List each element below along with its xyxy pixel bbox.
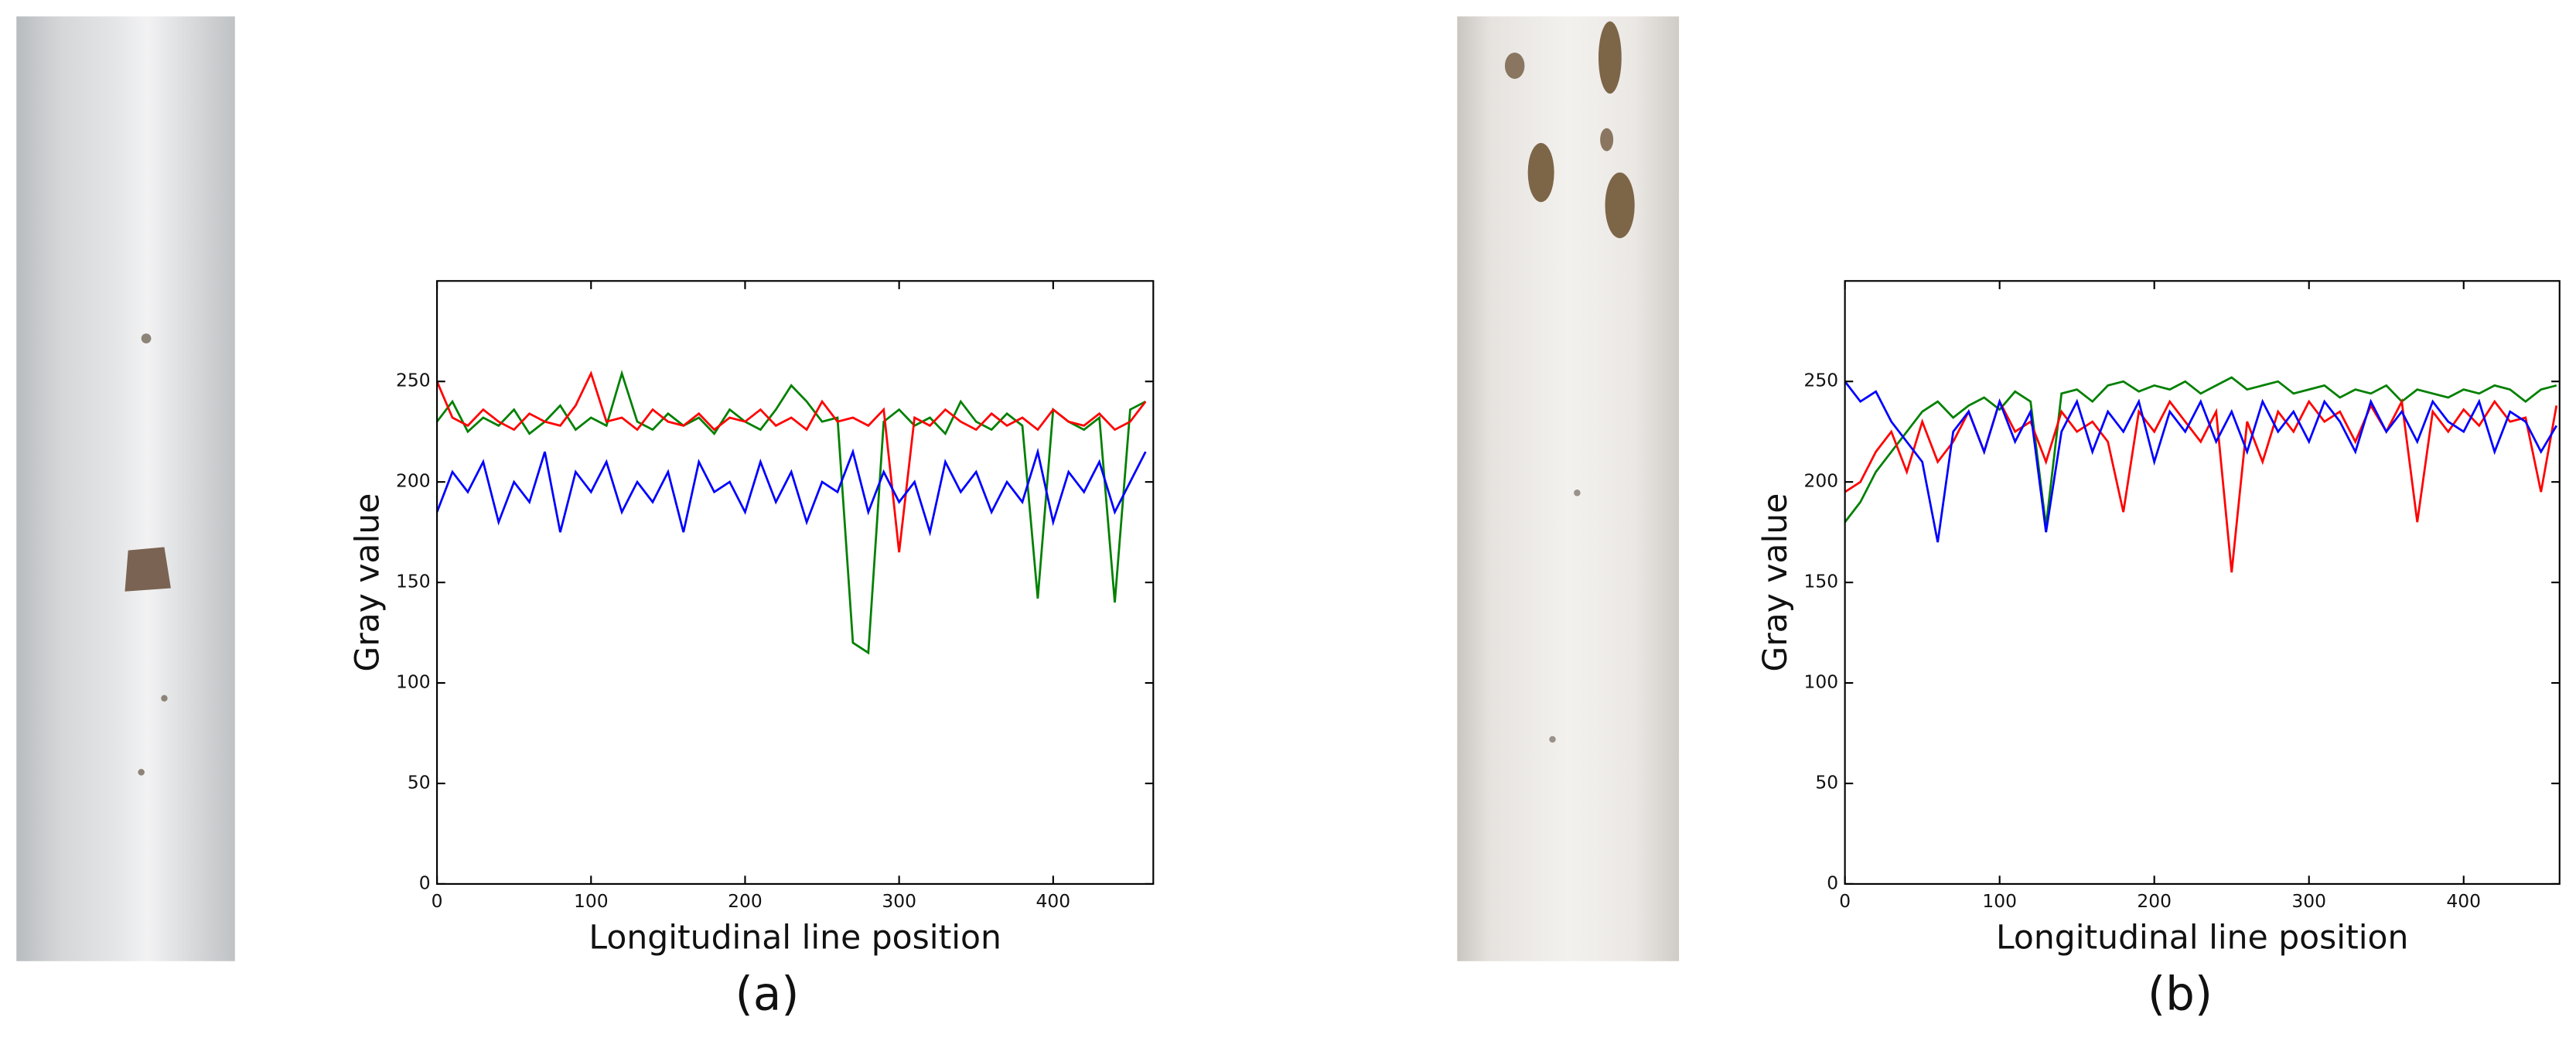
rail-photo-a — [16, 16, 235, 961]
caption: (a) — [735, 968, 800, 1022]
y-tick-label: 50 — [1815, 771, 1838, 793]
y-tick-label: 100 — [396, 671, 431, 693]
x-tick-label: 100 — [574, 890, 609, 912]
x-tick-label: 400 — [1036, 890, 1071, 912]
y-tick-label: 150 — [396, 571, 431, 592]
y-tick-label: 100 — [1804, 671, 1839, 693]
y-tick-label: 250 — [1804, 370, 1839, 391]
data-line — [1844, 381, 2557, 543]
x-tick-label: 0 — [1839, 890, 1851, 912]
plot-area — [437, 281, 1154, 884]
data-line — [435, 447, 1147, 537]
x-tick-label: 200 — [2137, 890, 2172, 912]
data-line — [1844, 398, 2558, 573]
plot-area — [1844, 281, 2560, 884]
x-tick-label: 0 — [432, 890, 443, 912]
y-axis-label: Gray value — [1757, 493, 1795, 672]
x-axis-label: Longitudinal line position — [1996, 920, 2408, 957]
y-axis-label: Gray value — [349, 493, 387, 672]
x-tick-label: 200 — [728, 890, 763, 912]
x-tick-label: 300 — [882, 890, 916, 912]
y-tick-label: 200 — [396, 470, 431, 492]
x-tick-label: 100 — [1982, 890, 2017, 912]
y-tick-label: 0 — [419, 872, 431, 893]
y-tick-label: 250 — [396, 370, 431, 391]
x-tick-label: 300 — [2291, 890, 2326, 912]
data-line — [1844, 376, 2557, 527]
y-tick-label: 200 — [1804, 470, 1839, 492]
x-axis-label: Longitudinal line position — [589, 920, 1001, 957]
x-tick-label: 400 — [2446, 890, 2481, 912]
caption: (b) — [2148, 968, 2213, 1022]
y-tick-label: 150 — [1804, 571, 1839, 592]
rail-photo-b — [1457, 16, 1680, 961]
y-tick-label: 0 — [1827, 872, 1838, 893]
data-line — [435, 370, 1147, 553]
y-tick-label: 50 — [408, 771, 431, 793]
